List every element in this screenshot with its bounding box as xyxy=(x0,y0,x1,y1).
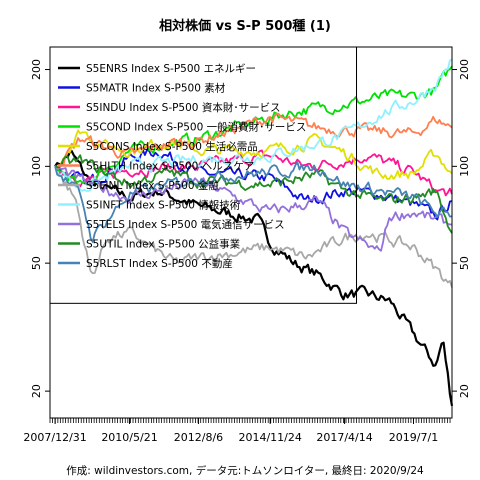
series-line-3 xyxy=(54,149,453,197)
y-tick-label-right-2: 50 xyxy=(458,256,471,270)
series-layer xyxy=(54,58,454,406)
chart-caption: 作成: wildinvestors.com, データ元:トムソンロイター, 最終… xyxy=(66,464,424,477)
legend-label-11: S5RLST Index S-P500 不動産 xyxy=(86,257,233,270)
legend-label-7: S5FINL Index S-P500 金融 xyxy=(86,179,219,192)
x-tick-label-6: 2019/7/1 xyxy=(389,431,438,444)
x-tick-label-5: 2017/4/14 xyxy=(316,431,372,444)
series-line-4 xyxy=(55,65,453,186)
x-tick-label-1: 2007/12/31 xyxy=(23,431,86,444)
legend-label-8: S5INFT Index S-P500 情報技術 xyxy=(86,199,241,212)
legend-label-9: S5TELS Index S-P500 電気通信サービス xyxy=(86,218,285,231)
y-tick-label-left-3: 100 xyxy=(30,156,43,177)
legend: S5ENRS Index S-P500 エネルギー S5MATR Index S-… xyxy=(49,46,358,304)
y-tick-label-left-1: 20 xyxy=(30,384,43,398)
y-tick-label-left-4: 200 xyxy=(30,59,43,80)
legend-label-6: S5HLTH Index S-P500 ヘルスケア xyxy=(86,161,254,173)
axes: 20 20 50 50 100 100 200 200 2007/12/31 2010/5/21 2… xyxy=(23,59,471,444)
series-line-2 xyxy=(54,149,453,221)
x-tick-label-2: 2010/5/21 xyxy=(101,431,157,444)
legend-label-1: S5ENRS Index S-P500 エネルギー xyxy=(86,63,256,75)
legend-label-4: S5COND Index S-P500 一般消費財･サービス xyxy=(86,121,306,134)
series-line-8 xyxy=(54,58,453,192)
chart-title: 相対株価 vs S-P 500種 (1) xyxy=(159,18,331,34)
series-line-10 xyxy=(54,154,453,234)
x-tick-label-3: 2012/8/6 xyxy=(174,431,223,444)
x-tick-label-4: 2014/11/24 xyxy=(238,431,301,444)
y-tick-label-right-3: 100 xyxy=(458,156,471,177)
series-line-6 xyxy=(54,112,453,170)
legend-label-5: S5CONS Index S-P500 生活必需品 xyxy=(86,140,258,153)
series-line-7 xyxy=(54,166,453,288)
y-tick-label-right-1: 20 xyxy=(458,384,471,398)
legend-label-3: S5INDU Index S-P500 資本財･サービス xyxy=(86,101,281,114)
series-line-1 xyxy=(54,150,454,406)
plot-frame xyxy=(49,46,453,419)
series-line-11 xyxy=(54,161,453,243)
y-tick-label-right-4: 200 xyxy=(458,59,471,80)
y-tick-label-left-2: 50 xyxy=(30,256,43,270)
legend-label-10: S5UTIL Index S-P500 公益事業 xyxy=(86,238,241,251)
series-line-9 xyxy=(55,165,453,252)
legend-label-2: S5MATR Index S-P500 素材 xyxy=(86,82,226,95)
